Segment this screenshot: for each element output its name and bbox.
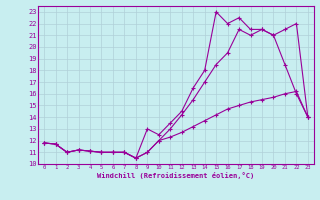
X-axis label: Windchill (Refroidissement éolien,°C): Windchill (Refroidissement éolien,°C) [97,172,255,179]
